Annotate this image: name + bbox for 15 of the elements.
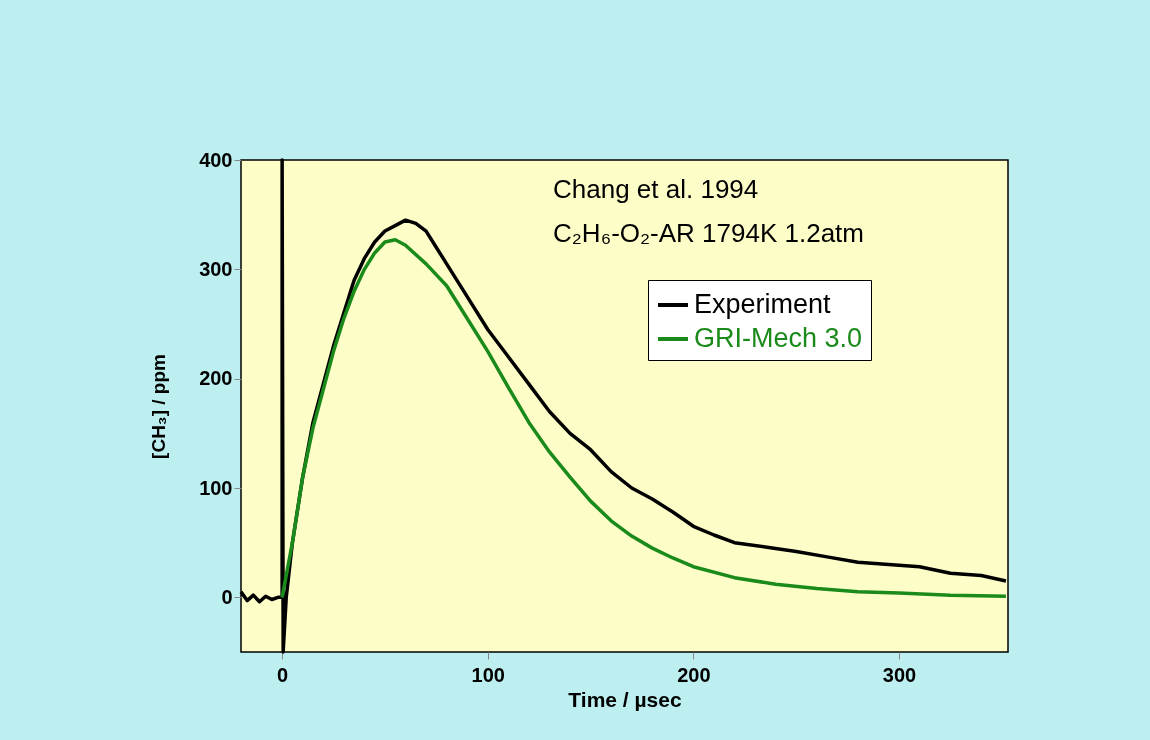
y-tick-label: 300 <box>199 257 233 280</box>
annotation: C₂H₆-O₂-AR 1794K 1.2atm <box>553 218 864 248</box>
x-axis-title: Time / µsec <box>568 687 682 711</box>
y-axis-title: [CH₃] / ppm <box>148 354 170 459</box>
annotation: Chang et al. 1994 <box>553 174 759 204</box>
y-tick-label: 400 <box>199 148 233 171</box>
legend-label: GRI-Mech 3.0 <box>694 323 863 353</box>
x-tick-label: 200 <box>677 663 711 686</box>
y-tick-label: 0 <box>221 585 233 608</box>
x-tick-label: 100 <box>471 663 505 686</box>
legend-label: Experiment <box>694 289 832 319</box>
x-tick-label: 0 <box>277 663 289 686</box>
x-tick-label: 300 <box>882 663 917 686</box>
y-tick-label: 100 <box>199 476 233 499</box>
y-tick-label: 200 <box>199 367 233 390</box>
